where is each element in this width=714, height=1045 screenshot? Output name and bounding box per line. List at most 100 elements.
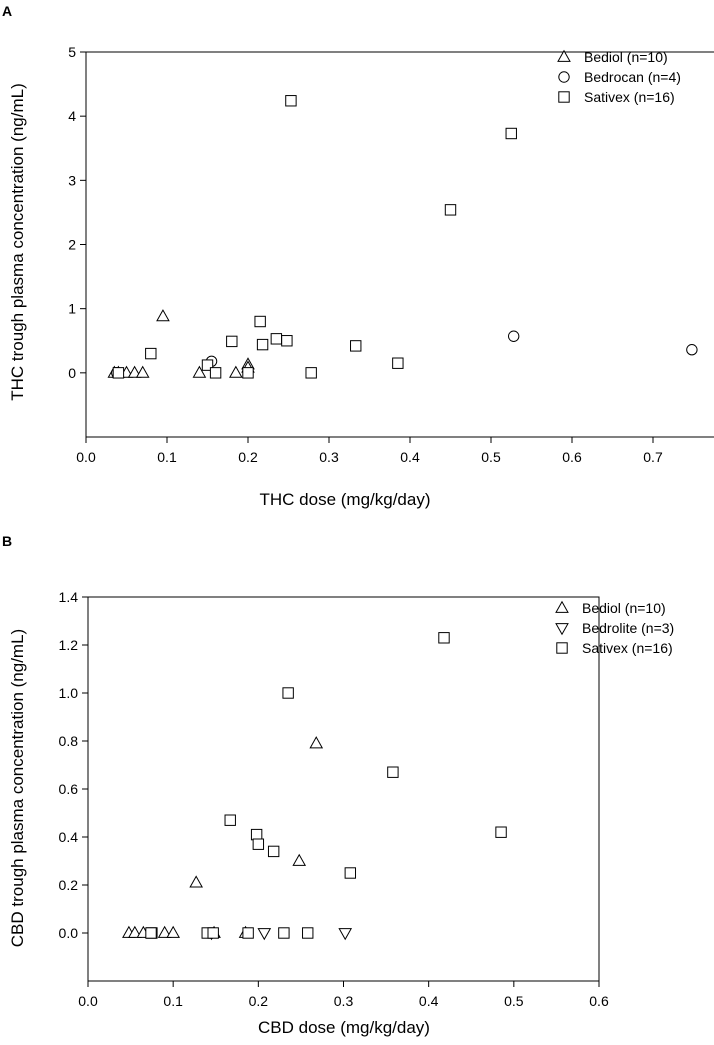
panel-b-y-tick-label: 0.2 <box>59 877 79 893</box>
panel-b-point-square <box>495 826 507 838</box>
panel-a-point-square <box>209 367 222 379</box>
panel-a-point-circle <box>507 330 520 342</box>
panel-a-point-square <box>254 315 266 328</box>
panel-a-legend-marker-triangle-up <box>557 49 571 62</box>
panel-a-point-square <box>256 338 269 351</box>
panel-b-point-square <box>224 814 236 826</box>
panel-a-point-square <box>201 359 214 371</box>
panel-b-y-tick-label: 0.4 <box>59 829 79 845</box>
panel-b-plot-frame <box>87 596 600 982</box>
panel-b-label: B <box>2 533 12 549</box>
panel-a-y-tick-label: 1 <box>68 301 76 317</box>
panel-b-point-square <box>250 828 263 841</box>
panel-a-point-triangle-up <box>135 365 150 378</box>
panel-b-legend-marker-triangle-down <box>555 623 569 636</box>
panel-a-legend-label: Bedrocan (n=4) <box>584 69 681 85</box>
panel-b-point-square <box>344 867 357 879</box>
panel-a-label: A <box>2 3 12 19</box>
panel-a-x-tick-label: 0.1 <box>157 449 177 465</box>
panel-b-legend: Bediol (n=10) Bedrolite (n=3) Sativex (n=1… <box>555 600 674 656</box>
panel-b-x-tick-label: 0.1 <box>163 993 183 1009</box>
panel-b-point-square <box>267 845 280 858</box>
panel-a-y-axis-label: THC trough plasma concentration (ng/mL) <box>8 83 27 400</box>
panel-b-point-square <box>387 766 399 778</box>
panel-b-x-tick-label: 0.0 <box>78 993 98 1009</box>
panel-b-x-tick-label: 0.5 <box>504 993 524 1009</box>
panel-b-point-triangle-up <box>309 736 324 749</box>
panel-a-y-tick-label: 2 <box>68 237 76 253</box>
panel-a-point-circle <box>686 344 698 356</box>
panel-b-y-tick-label: 1.4 <box>59 589 79 605</box>
panel-b-legend-label: Bedrolite (n=3) <box>582 620 674 636</box>
panel-b-point-triangle-up <box>292 853 307 866</box>
panel-a-x-tick-label: 0.3 <box>319 449 339 465</box>
panel-a-x-tick-label: 0.5 <box>481 449 501 465</box>
panel-a-point-square <box>392 357 404 369</box>
panel-a-point-triangle-up <box>156 309 170 322</box>
panel-b-y-tick-label: 1.2 <box>59 637 79 653</box>
panel-a-point-square <box>444 204 457 216</box>
panel-a-points <box>107 95 698 379</box>
panel-b-point-triangle-down <box>338 928 353 941</box>
panel-a-y-ticks: 0 1 2 3 4 5 <box>68 44 86 381</box>
panel-b-legend-label: Sativex (n=16) <box>582 640 673 656</box>
panel-a-legend-marker-square <box>558 91 570 103</box>
panel-a-point-square <box>270 333 283 345</box>
panel-b-point-triangle-down <box>257 928 272 941</box>
panel-b-point-square <box>145 927 157 939</box>
panel-b-x-tick-label: 0.2 <box>249 993 269 1009</box>
panel-b-point-triangle-up <box>128 925 142 938</box>
panel-a-point-square <box>145 347 157 360</box>
panel-b-y-tick-label: 1.0 <box>59 685 79 701</box>
panel-a-y-tick-label: 3 <box>68 172 76 188</box>
panel-b-x-ticks: 0.0 0.1 0.2 0.3 0.4 0.5 0.6 <box>78 981 609 1009</box>
panel-b-point-triangle-up <box>157 925 172 938</box>
panel-b-legend-marker-square <box>556 642 568 654</box>
panel-a-y-tick-label: 0 <box>68 365 76 381</box>
panel-a-point-triangle-up <box>127 365 142 378</box>
panel-a-point-square <box>281 335 293 347</box>
panel-a-point-square <box>285 95 297 107</box>
panel-b-point-triangle-up <box>189 875 203 888</box>
panel-b-point-square <box>438 632 450 644</box>
panel-b-point-square <box>252 838 265 850</box>
panel-a-y-tick-label: 4 <box>68 108 76 124</box>
panel-a-point-square <box>305 367 317 379</box>
panel-b-point-square <box>207 927 219 939</box>
panel-a-x-tick-label: 0.4 <box>400 449 420 465</box>
panel-a-x-tick-label: 0.6 <box>562 449 582 465</box>
panel-b-x-tick-label: 0.4 <box>419 993 439 1009</box>
panel-b: B 0.0 0.2 0.4 0.6 0.8 1.0 1.2 1.4 0.0 0.1 0.2 0.3 0… <box>2 533 674 1037</box>
panel-a-point-triangle-up <box>229 365 243 378</box>
panel-a-legend-marker-circle <box>558 71 570 83</box>
panel-a-x-ticks: 0.00.10.20.30.40.50.60.70.8 <box>76 437 663 465</box>
panel-a-legend-label: Sativex (n=16) <box>584 89 675 105</box>
panel-a-point-square <box>226 335 238 348</box>
panel-b-points <box>122 632 507 941</box>
panel-a-x-axis-label: THC dose (mg/kg/day) <box>260 490 431 509</box>
panel-a-point-square <box>350 340 362 352</box>
panel-b-point-triangle-up <box>166 925 181 938</box>
panel-b-y-axis-label: CBD trough plasma concentration (ng/mL) <box>8 629 27 947</box>
panel-b-point-square <box>282 687 294 699</box>
panel-a-point-square <box>112 367 125 379</box>
panel-a-x-tick-label: 0.7 <box>643 449 663 465</box>
panel-a-y-tick-label: 5 <box>68 44 76 60</box>
panel-b-point-square <box>278 927 290 939</box>
panel-b-y-tick-label: 0.8 <box>59 733 79 749</box>
panel-a-x-tick-label: 0.2 <box>238 449 258 465</box>
panel-b-legend-label: Bediol (n=10) <box>582 600 666 616</box>
panel-a-plot-frame <box>85 51 714 438</box>
panel-a-point-square <box>505 127 517 140</box>
panel-b-y-tick-label: 0.0 <box>59 925 79 941</box>
panel-b-legend-marker-triangle-up <box>555 600 569 613</box>
panel-b-point-square <box>242 927 254 939</box>
panel-a-point-triangle-up <box>192 365 207 378</box>
panel-b-y-tick-label: 0.6 <box>59 781 79 797</box>
panel-b-y-ticks: 0.0 0.2 0.4 0.6 0.8 1.0 1.2 1.4 <box>59 589 88 941</box>
panel-a-x-tick-label: 0.0 <box>76 449 96 465</box>
panel-b-x-tick-label: 0.3 <box>334 993 354 1009</box>
panel-b-point-square <box>302 927 314 939</box>
